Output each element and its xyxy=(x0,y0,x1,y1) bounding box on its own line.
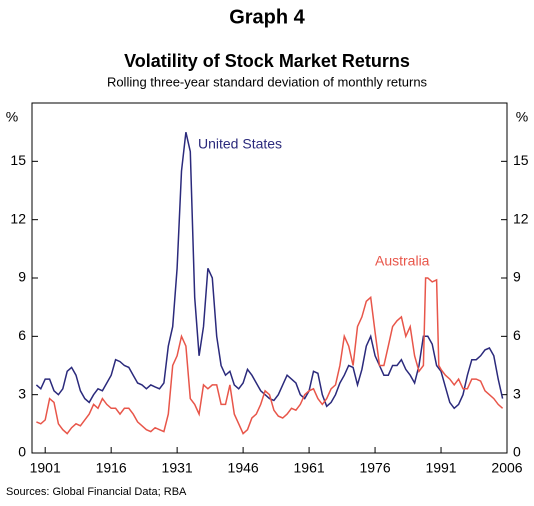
series-label: Australia xyxy=(375,253,430,269)
y-axis-label: % xyxy=(6,109,18,125)
y2-tick-label: 6 xyxy=(513,327,521,343)
chart-subtitle: Volatility of Stock Market Returns xyxy=(124,51,410,71)
x-tick-label: 1946 xyxy=(228,460,259,476)
x-tick-label: 1931 xyxy=(162,460,193,476)
series-label: United States xyxy=(198,136,282,152)
chart-title: Graph 4 xyxy=(229,6,305,28)
series-line xyxy=(36,277,504,435)
x-tick-label: 1976 xyxy=(359,460,390,476)
source: Sources: Global Financial Data; RBA xyxy=(6,486,187,498)
y2-tick-label: 3 xyxy=(513,385,521,401)
x-tick-label: 1901 xyxy=(30,460,61,476)
y2-tick-label: 15 xyxy=(513,152,529,168)
y-tick-label: 0 xyxy=(18,444,26,460)
series-line xyxy=(35,132,504,410)
x-tick-label: 1916 xyxy=(96,460,127,476)
y2-tick-label: 0 xyxy=(513,444,521,460)
y-tick-label: 15 xyxy=(10,152,26,168)
y2-tick-label: 12 xyxy=(513,210,529,226)
chart-description: Rolling three-year standard deviation of… xyxy=(107,74,428,89)
y-tick-label: 9 xyxy=(18,269,26,285)
y2-tick-label: 9 xyxy=(513,269,521,285)
x-tick-label: 1961 xyxy=(294,460,325,476)
y2-axis-label: % xyxy=(516,109,528,125)
y-tick-label: 3 xyxy=(18,385,26,401)
y-tick-label: 12 xyxy=(10,210,26,226)
y-tick-label: 6 xyxy=(18,327,26,343)
x-tick-label: 1991 xyxy=(425,460,456,476)
x-tick-label: 2006 xyxy=(491,460,522,476)
